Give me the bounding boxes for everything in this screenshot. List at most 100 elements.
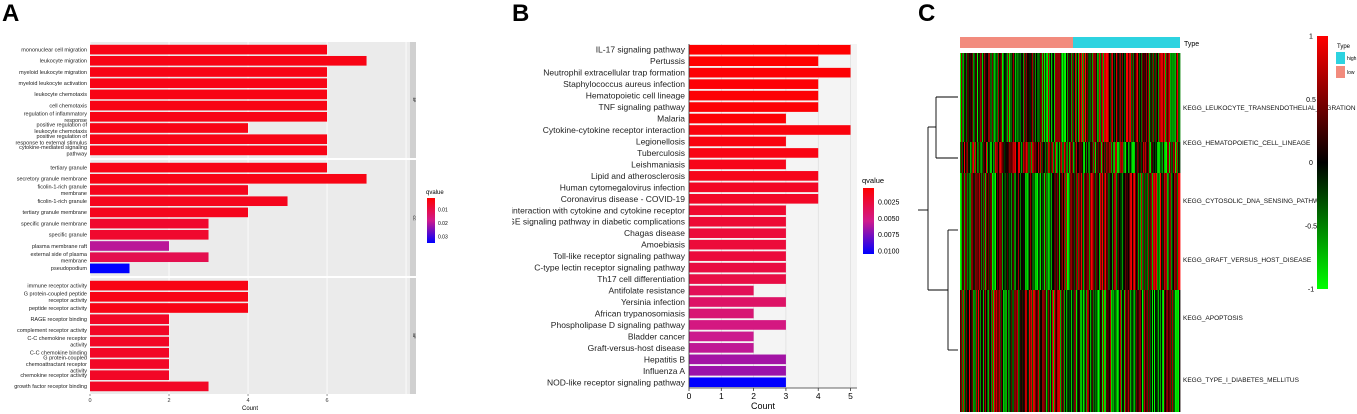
- heatmap-cell: [1022, 142, 1024, 173]
- heatmap-cell: [1167, 142, 1169, 173]
- heatmap-cell: [986, 290, 988, 412]
- heatmap-cell: [1169, 290, 1171, 412]
- heatmap-cell: [1030, 173, 1032, 290]
- heatmap-cell: [1161, 142, 1163, 173]
- heatmap-cell: [1075, 53, 1077, 142]
- heatmap-cell: [976, 290, 978, 412]
- heatmap-cell: [1071, 290, 1073, 412]
- heatmap-cell: [1079, 142, 1081, 173]
- heatmap-cell: [980, 290, 982, 412]
- heatmap-cell: [961, 290, 963, 412]
- heatmap-cell: [1125, 290, 1127, 412]
- heatmap-cell: [1162, 142, 1164, 173]
- heatmap-cell: [1112, 290, 1114, 412]
- heatmap-cell: [1162, 173, 1164, 290]
- bar-label: Hepatitis B: [644, 354, 685, 364]
- colorbar-tick-label: 1: [1309, 34, 1313, 41]
- heatmap-row-label: KEGG_LEUKOCYTE_TRANSENDOTHELIAL_MIGRATIO…: [1183, 105, 1356, 112]
- heatmap-cell: [993, 290, 995, 412]
- heatmap-cell: [1048, 173, 1050, 290]
- heatmap-cell: [1108, 173, 1110, 290]
- bar: [90, 111, 328, 122]
- heatmap-cell: [1015, 53, 1017, 142]
- heatmap-cell: [1088, 142, 1090, 173]
- x-tick-label: 0: [88, 398, 91, 404]
- heatmap-cell: [1123, 290, 1125, 412]
- heatmap-cell: [1112, 142, 1114, 173]
- bar-label: G protein-coupled peptide receptor activi…: [24, 291, 88, 304]
- heatmap-cell: [990, 173, 992, 290]
- heatmap-cell: [985, 142, 987, 173]
- heatmap-cell: [1136, 173, 1138, 290]
- heatmap-cell: [1130, 290, 1132, 412]
- heatmap-cell: [967, 53, 969, 142]
- bar: [90, 263, 130, 274]
- heatmap-cell: [990, 290, 992, 412]
- heatmap-cell: [1023, 142, 1025, 173]
- heatmap-cell: [1057, 290, 1059, 412]
- heatmap-cell: [968, 290, 970, 412]
- heatmap-cell: [1170, 173, 1172, 290]
- heatmap-cell: [1155, 173, 1157, 290]
- heatmap-cell: [992, 173, 994, 290]
- heatmap-cell: [1150, 53, 1152, 142]
- heatmap-cell: [1030, 53, 1032, 142]
- heatmap-cell: [1128, 53, 1130, 142]
- heatmap-cell: [991, 173, 993, 290]
- heatmap-cell: [1059, 142, 1061, 173]
- bar: [90, 196, 288, 207]
- bar-label: pseudopodium: [51, 266, 88, 272]
- heatmap-cell: [1021, 290, 1023, 412]
- heatmap-cell: [975, 173, 977, 290]
- heatmap-cell: [1150, 142, 1152, 173]
- heatmap-cell: [994, 142, 996, 173]
- heatmap-cell: [993, 173, 995, 290]
- heatmap-cell: [1110, 290, 1112, 412]
- heatmap-cell: [1056, 290, 1058, 412]
- heatmap-cell: [1102, 173, 1104, 290]
- bar: [689, 251, 786, 261]
- legend-tick-label: 0.0100: [878, 248, 900, 255]
- heatmap-cell: [985, 290, 987, 412]
- heatmap-cell: [1096, 142, 1098, 173]
- bar: [689, 354, 786, 365]
- heatmap-cell: [1072, 142, 1074, 173]
- heatmap-cell: [982, 142, 984, 173]
- heatmap-cell: [1140, 290, 1142, 412]
- heatmap-cell: [1153, 53, 1155, 142]
- heatmap-cell: [1140, 53, 1142, 142]
- heatmap-cell: [1096, 290, 1098, 412]
- bar: [90, 218, 209, 229]
- heatmap-cell: [1158, 290, 1160, 412]
- heatmap-cell: [1074, 290, 1076, 412]
- heatmap-cell: [1027, 173, 1029, 290]
- heatmap-cell: [983, 53, 985, 142]
- heatmap-cell: [1165, 53, 1167, 142]
- heatmap-cell: [1081, 173, 1083, 290]
- heatmap-cell: [1152, 53, 1154, 142]
- legend-tick-label: 0.03: [438, 234, 448, 240]
- heatmap-cell: [984, 53, 986, 142]
- heatmap-cell: [1073, 173, 1075, 290]
- heatmap-cell: [1016, 290, 1018, 412]
- heatmap-cell: [1081, 53, 1083, 142]
- heatmap-cell: [1131, 173, 1133, 290]
- bar: [689, 79, 819, 89]
- heatmap-cell: [997, 173, 999, 290]
- heatmap-cell: [981, 173, 983, 290]
- bar: [689, 136, 786, 147]
- bar: [90, 55, 367, 66]
- heatmap-cell: [1021, 142, 1023, 173]
- heatmap-cell: [1126, 290, 1128, 412]
- bar: [689, 308, 754, 319]
- heatmap-cell: [1168, 173, 1170, 290]
- heatmap-cell: [1146, 142, 1148, 173]
- facet-cc: CC tertiary granule secretory granule memb…: [17, 160, 416, 276]
- heatmap-cell: [1177, 53, 1179, 142]
- heatmap-cell: [1030, 290, 1032, 412]
- heatmap-cell: [1001, 142, 1003, 173]
- heatmap-cell: [1006, 53, 1008, 142]
- heatmap-cell: [1172, 142, 1174, 173]
- heatmap-cell: [1121, 290, 1123, 412]
- heatmap-cell: [1028, 142, 1030, 173]
